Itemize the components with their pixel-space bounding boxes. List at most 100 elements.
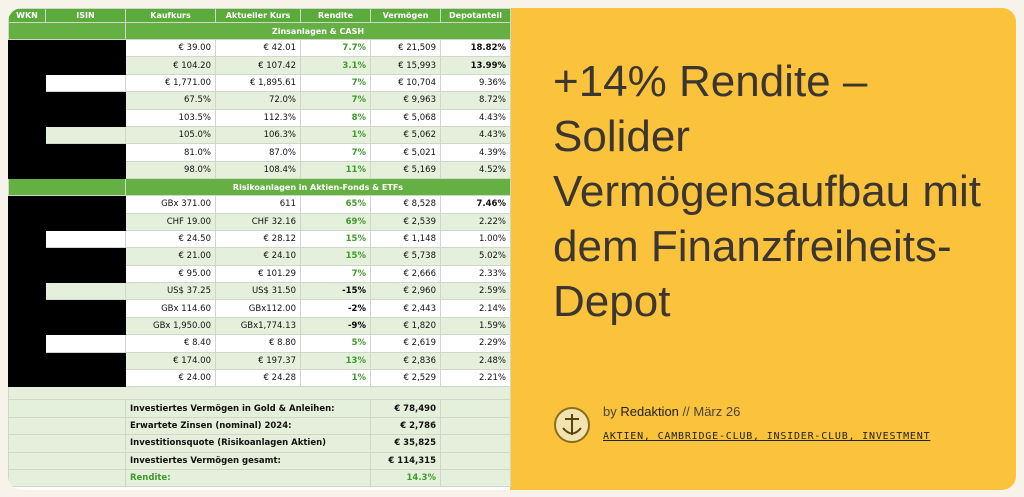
post-card[interactable]: WKN ISIN Kaufkurs Aktueller Kurs Rendite Verm… xyxy=(8,8,1016,490)
data-row: US$ 37.25 US$ 31.50 -15% € 2,960 2.59% xyxy=(8,282,511,301)
cell: Risikoanlagen in Aktien-Fonds & ETFs xyxy=(125,178,511,197)
cell: US$ 31.50 xyxy=(215,282,301,301)
cell: 3.1% xyxy=(300,56,371,75)
cell: 11% xyxy=(300,160,371,180)
cell: € 24.10 xyxy=(215,247,301,266)
cell xyxy=(8,160,46,180)
data-row: € 24.50 € 28.12 15% € 1,148 1.00% xyxy=(8,229,511,249)
cell: € 10,704 xyxy=(370,73,441,93)
cell xyxy=(8,386,511,401)
cell: WKN xyxy=(8,8,46,23)
cell xyxy=(8,38,46,58)
cell: 1% xyxy=(300,125,371,145)
author[interactable]: Redaktion xyxy=(620,404,679,419)
data-row: € 174.00 € 197.37 13% € 2,836 2.48% xyxy=(8,351,511,371)
section-row: Risikoanlagen in Aktien-Fonds & ETFs xyxy=(8,178,511,197)
cell xyxy=(45,351,126,371)
cell xyxy=(8,334,46,353)
cell: 2.14% xyxy=(440,299,511,318)
tags[interactable]: AKTIEN, CAMBRIDGE-CLUB, INSIDER-CLUB, IN… xyxy=(603,431,931,442)
cell: € 35,825 xyxy=(370,434,441,453)
data-row: 103.5% 112.3% 8% € 5,068 4.43% xyxy=(8,108,511,127)
post-title[interactable]: +14% Rendite – Solider Vermögensaufbau m… xyxy=(553,57,982,326)
cell: € 174.00 xyxy=(125,351,216,371)
cell: GBx 114.60 xyxy=(125,299,216,318)
cell xyxy=(45,334,126,353)
cell xyxy=(8,91,46,110)
cell: € 28.12 xyxy=(215,229,301,249)
cell: -2% xyxy=(300,299,371,318)
cell: 112.3% xyxy=(215,108,301,127)
cell xyxy=(45,264,126,284)
cell xyxy=(8,108,46,127)
cell: 1.00% xyxy=(440,229,511,249)
cell: € 21.00 xyxy=(125,247,216,266)
cell xyxy=(440,399,511,418)
cell: Investiertes Vermögen gesamt: xyxy=(125,451,371,470)
portfolio-table: WKN ISIN Kaufkurs Aktueller Kurs Rendite Verm… xyxy=(8,8,511,488)
cell xyxy=(45,299,126,318)
cell: 611 xyxy=(215,195,301,214)
cell: 72.0% xyxy=(215,91,301,110)
cell: 65% xyxy=(300,195,371,214)
cell: 108.4% xyxy=(215,160,301,180)
cell: € 2,666 xyxy=(370,264,441,284)
cell: 105.0% xyxy=(125,125,216,145)
cell xyxy=(8,143,46,162)
cell: € 95.00 xyxy=(125,264,216,284)
data-row: GBx 114.60 GBx112.00 -2% € 2,443 2.14% xyxy=(8,299,511,318)
cell: € 1,771.00 xyxy=(125,73,216,93)
cell xyxy=(8,399,126,418)
cell: Depotanteil xyxy=(440,8,511,23)
cell: Rendite: xyxy=(125,468,371,488)
cell: 13% xyxy=(300,351,371,371)
cell: € 2,619 xyxy=(370,334,441,353)
cell: € 104.20 xyxy=(125,56,216,75)
cell: € 8.80 xyxy=(215,334,301,353)
cell: € 39.00 xyxy=(125,38,216,58)
cell: 8.72% xyxy=(440,91,511,110)
cell: € 2,443 xyxy=(370,299,441,318)
cell xyxy=(8,212,46,231)
cell: € 15,993 xyxy=(370,56,441,75)
cell: € 2,960 xyxy=(370,282,441,301)
cell xyxy=(45,160,126,180)
cell xyxy=(8,351,46,371)
cell xyxy=(45,229,126,249)
data-row: € 1,771.00 € 1,895.61 7% € 10,704 9.36% xyxy=(8,73,511,93)
cell xyxy=(8,451,126,470)
cell: GBx 371.00 xyxy=(125,195,216,214)
data-row: € 21.00 € 24.10 15% € 5,738 5.02% xyxy=(8,247,511,266)
cell xyxy=(45,143,126,162)
cell: GBx 1,950.00 xyxy=(125,316,216,336)
cell: 5.02% xyxy=(440,247,511,266)
cell: 13.99% xyxy=(440,56,511,75)
cell: 4.39% xyxy=(440,143,511,162)
cell: 87.0% xyxy=(215,143,301,162)
summary-row: Investitionsquote (Risikoanlagen Aktien)… xyxy=(8,434,511,453)
cell: € 42.01 xyxy=(215,38,301,58)
cell: 4.43% xyxy=(440,108,511,127)
cell xyxy=(45,212,126,231)
table-image: WKN ISIN Kaufkurs Aktueller Kurs Rendite Verm… xyxy=(8,8,511,490)
data-row: CHF 19.00 CHF 32.16 69% € 2,539 2.22% xyxy=(8,212,511,231)
cell: € 24.28 xyxy=(215,369,301,388)
by: by xyxy=(603,404,617,419)
data-row: 105.0% 106.3% 1% € 5,062 4.43% xyxy=(8,125,511,145)
cell xyxy=(45,56,126,75)
cell xyxy=(8,178,126,197)
cell: € 2,786 xyxy=(370,416,441,436)
data-row: 81.0% 87.0% 7% € 5,021 4.39% xyxy=(8,143,511,162)
cell: Erwartete Zinsen (nominal) 2024: xyxy=(125,416,371,436)
cell: 15% xyxy=(300,229,371,249)
cell: 2.59% xyxy=(440,282,511,301)
cell xyxy=(8,195,46,214)
cell xyxy=(8,468,126,488)
cell: Kaufkurs xyxy=(125,8,216,23)
cell: CHF 19.00 xyxy=(125,212,216,231)
gap-row xyxy=(8,386,511,401)
cell: € 2,836 xyxy=(370,351,441,371)
data-row: GBx 371.00 611 65% € 8,528 7.46% xyxy=(8,195,511,214)
cell: 69% xyxy=(300,212,371,231)
cell: 2.29% xyxy=(440,334,511,353)
